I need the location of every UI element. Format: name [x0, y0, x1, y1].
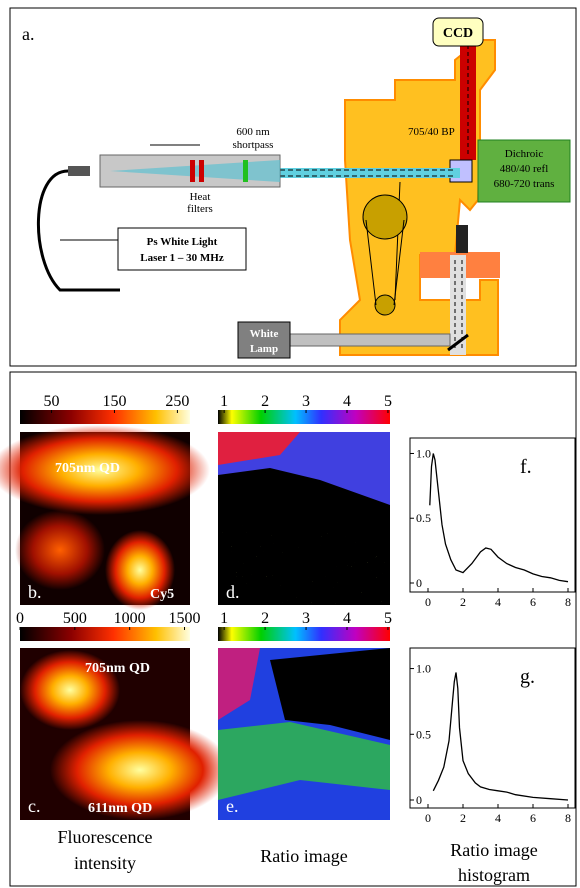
colorbar-tick-label: 2: [261, 393, 269, 410]
lamp-label: White: [250, 328, 279, 340]
y-tick-label: 1.0: [416, 446, 431, 460]
colorbar-tick-label: 500: [63, 610, 87, 627]
colorbar-tick-label: 3: [302, 610, 310, 627]
colorbar-tick-label: 50: [43, 393, 59, 410]
page: {"panel_a":{"label":"a.","ccd":"CCD","ba…: [0, 0, 580, 888]
dichroic-label: 680-720 trans: [494, 178, 555, 190]
x-tick-label: 2: [460, 811, 466, 825]
figure: a. CCD 705/40 BP Dichroic 480/40 refl 68…: [0, 0, 580, 888]
image-d: [218, 432, 390, 605]
colorbar-tick-label: 4: [343, 610, 351, 627]
laser-label: Ps White Light: [147, 236, 218, 248]
image-label: Cy5: [150, 587, 174, 602]
image-label: 705nm QD: [55, 461, 120, 476]
caption: Fluorescence: [58, 827, 153, 847]
bandpass-label: 705/40 BP: [408, 126, 455, 138]
x-tick-label: 8: [565, 811, 571, 825]
colorbar-tick-label: 250: [165, 393, 189, 410]
x-tick-label: 6: [530, 811, 536, 825]
colorbar-tick-label: 4: [343, 393, 351, 410]
panel-label: g.: [520, 666, 535, 688]
colorbar-tick-label: 1: [220, 610, 228, 627]
laser-label: Laser 1 – 30 MHz: [140, 252, 224, 264]
colorbar-tick-label: 1: [220, 393, 228, 410]
caption: Ratio image: [260, 846, 347, 866]
panel-label: c.: [28, 796, 41, 816]
colorbar-tick-label: 1000: [114, 610, 146, 627]
x-tick-label: 6: [530, 595, 536, 609]
colorbar-tick-label: 150: [102, 393, 126, 410]
panel-label: e.: [226, 796, 239, 816]
x-tick-label: 8: [565, 595, 571, 609]
colorbar-tick-label: 5: [384, 393, 392, 410]
caption: intensity: [74, 853, 136, 873]
colorbar-tick-label: 5: [384, 610, 392, 627]
colorbar-tick-label: 1500: [169, 610, 201, 627]
colorbar-tick-label: 2: [261, 610, 269, 627]
colorbar-tick-label: 3: [302, 393, 310, 410]
caption: Ratio image: [450, 840, 537, 860]
panel-label: b.: [28, 582, 42, 602]
x-tick-label: 2: [460, 595, 466, 609]
lamp-path: [290, 334, 450, 346]
shortpass-label: 600 nm: [236, 126, 270, 138]
y-tick-label: 0.5: [416, 727, 431, 741]
lamp-label: Lamp: [250, 343, 278, 355]
heat-label: filters: [187, 203, 213, 215]
x-tick-label: 4: [495, 811, 501, 825]
y-tick-label: 0.5: [416, 511, 431, 525]
caption: histogram: [458, 865, 530, 885]
y-tick-label: 1.0: [416, 662, 431, 676]
panel-label: a.: [22, 24, 35, 44]
shortpass-label: shortpass: [233, 139, 274, 151]
heat-label: Heat: [190, 191, 211, 203]
panel-label: d.: [226, 582, 240, 602]
image-label: 611nm QD: [88, 801, 152, 816]
image-e: [218, 648, 390, 820]
dichroic-label: 480/40 refl: [500, 163, 549, 175]
colorbar-tick-label: 0: [16, 610, 24, 627]
dichroic-label: Dichroic: [505, 148, 544, 160]
image-label: 705nm QD: [85, 661, 150, 676]
x-tick-label: 0: [425, 811, 431, 825]
y-tick-label: 0: [416, 793, 422, 807]
x-tick-label: 0: [425, 595, 431, 609]
x-tick-label: 4: [495, 595, 501, 609]
y-tick-label: 0: [416, 576, 422, 590]
ccd-label: CCD: [443, 26, 473, 41]
panel-label: f.: [520, 456, 532, 478]
